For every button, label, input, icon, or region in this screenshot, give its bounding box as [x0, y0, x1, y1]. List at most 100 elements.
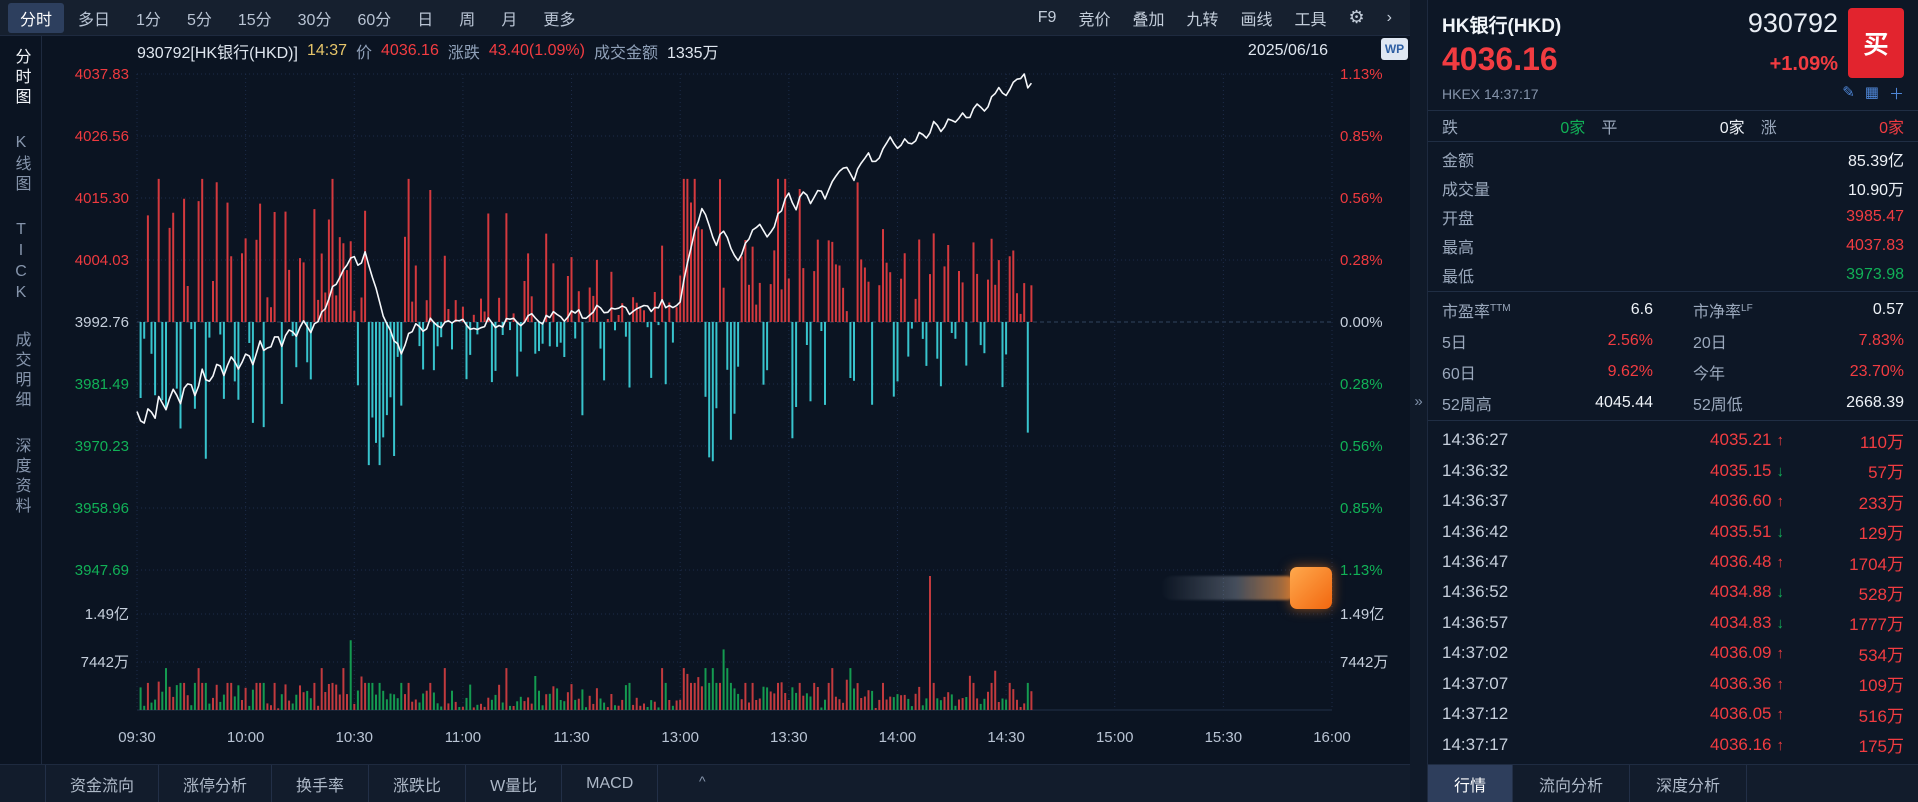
- breadth-flat-value: 0家: [1719, 120, 1745, 137]
- tick-price: 4036.09 ↑: [1710, 643, 1784, 663]
- rail-item-TICK[interactable]: TICK: [12, 221, 30, 305]
- tick-row[interactable]: 14:36:47 4036.48 ↑ 1704万: [1442, 547, 1904, 577]
- tick-row[interactable]: 14:36:27 4035.21 ↑ 110万: [1442, 425, 1904, 455]
- tick-row[interactable]: 14:36:52 4034.88 ↓ 528万: [1442, 577, 1904, 607]
- wp-badge[interactable]: WP: [1381, 38, 1408, 60]
- tick-price: 4036.60 ↑: [1710, 491, 1784, 511]
- stat-row: 最高 4037.83: [1428, 231, 1918, 260]
- tick-row[interactable]: 14:37:12 4036.05 ↑ 516万: [1442, 699, 1904, 729]
- tick-time: 14:36:47: [1442, 552, 1509, 572]
- tick-row[interactable]: 14:36:32 4035.15 ↓ 57万: [1442, 455, 1904, 485]
- ratio-value: 4045.44: [1595, 393, 1653, 411]
- stats-list: 金额 85.39亿 成交量 10.90万 开盘 3985.47 最高 4037.83 最低 397…: [1428, 142, 1918, 292]
- tick-price: 4035.51 ↓: [1710, 521, 1784, 541]
- svg-text:3947.69: 3947.69: [75, 562, 129, 579]
- bottom-tab-涨跌比[interactable]: 涨跌比: [369, 765, 467, 802]
- bottom-tab-涨停分析[interactable]: 涨停分析: [159, 765, 273, 802]
- stock-name: HK银行(HKD): [1442, 16, 1562, 37]
- ratio-label: 52周低: [1693, 396, 1743, 414]
- stat-label: 成交量: [1442, 181, 1491, 199]
- tick-row[interactable]: 14:37:07 4036.36 ↑ 109万: [1442, 669, 1904, 699]
- rp-tab-深度分析[interactable]: 深度分析: [1630, 765, 1748, 802]
- tick-row[interactable]: 14:36:42 4035.51 ↓ 129万: [1442, 516, 1904, 546]
- tick-price: 4034.88 ↓: [1710, 582, 1784, 602]
- period-tab-日[interactable]: 日: [417, 11, 434, 29]
- period-tab-15分[interactable]: 15分: [237, 11, 272, 29]
- tick-price: 4036.16 ↑: [1710, 734, 1785, 754]
- tool-画线[interactable]: 画线: [1240, 11, 1273, 29]
- tool-工具[interactable]: 工具: [1294, 11, 1327, 29]
- tick-row[interactable]: 14:36:57 4034.83 ↓ 1777万: [1442, 608, 1904, 638]
- rail-item-深度资料[interactable]: 深度资料: [12, 437, 30, 517]
- breadth-down-value: 0家: [1560, 120, 1586, 137]
- svg-text:14:30: 14:30: [987, 729, 1025, 746]
- chart-date: 2025/06/16: [1247, 42, 1328, 59]
- buy-button[interactable]: 买: [1848, 8, 1904, 78]
- period-tab-30分[interactable]: 30分: [297, 11, 332, 29]
- ratio-row: 市盈率TTM 6.6 市净率LF 0.57: [1428, 294, 1918, 325]
- ratio-value: 0.57: [1872, 300, 1904, 318]
- edit-icon[interactable]: ✎: [1842, 84, 1855, 101]
- tick-time: 14:37:02: [1442, 643, 1509, 663]
- chart-change: 43.40(1.09%): [488, 42, 585, 59]
- period-tab-更多[interactable]: 更多: [543, 11, 576, 29]
- tick-time: 14:36:52: [1442, 582, 1509, 602]
- stat-row: 成交量 10.90万: [1428, 173, 1918, 202]
- svg-text:4037.83: 4037.83: [75, 66, 129, 83]
- up-arrow-icon: ↑: [1776, 736, 1785, 754]
- svg-text:0.00%: 0.00%: [1340, 314, 1383, 331]
- intraday-chart[interactable]: 4037.83 4026.56 4015.30 4004.03 3992.76 3981.…: [42, 66, 1410, 764]
- svg-text:11:30: 11:30: [553, 729, 589, 746]
- bottom-tab-MACD[interactable]: MACD: [562, 765, 659, 802]
- svg-text:15:00: 15:00: [1096, 729, 1134, 746]
- bottom-tab-换手率[interactable]: 换手率: [272, 765, 370, 802]
- image-icon[interactable]: ▦: [1864, 84, 1879, 101]
- period-tab-多日[interactable]: 多日: [78, 11, 111, 29]
- tool-竞价[interactable]: 竞价: [1078, 11, 1111, 29]
- bottom-tab-W量比[interactable]: W量比: [466, 765, 563, 802]
- tick-row[interactable]: 14:37:17 4036.16 ↑ 175万: [1442, 730, 1904, 760]
- period-tab-月[interactable]: 月: [501, 11, 518, 29]
- price-label: 价: [356, 45, 373, 62]
- svg-text:3970.23: 3970.23: [75, 438, 129, 455]
- ratio-value: 2668.39: [1846, 393, 1904, 411]
- bottom-tab-资金流向[interactable]: 资金流向: [45, 765, 160, 802]
- toolbar-expand-icon[interactable]: ›: [1386, 8, 1392, 26]
- ratio-label: 今年: [1693, 365, 1726, 383]
- collapse-handle-icon[interactable]: ^: [699, 773, 706, 789]
- ratio-label: 52周高: [1442, 396, 1492, 414]
- tool-叠加[interactable]: 叠加: [1132, 11, 1165, 29]
- add-icon[interactable]: ＋: [1888, 86, 1904, 103]
- period-tab-周[interactable]: 周: [459, 11, 476, 29]
- period-tab-5分[interactable]: 5分: [186, 11, 212, 29]
- tick-price: 4035.21 ↑: [1710, 430, 1784, 450]
- ratio-value: 2.56%: [1607, 331, 1653, 349]
- rp-tab-流向分析[interactable]: 流向分析: [1513, 765, 1631, 802]
- bottom-tab-bar: 资金流向 涨停分析 换手率 涨跌比 W量比 MACD ^: [0, 764, 1410, 802]
- chart-time: 14:37: [306, 42, 347, 59]
- rp-tab-行情[interactable]: 行情: [1428, 765, 1514, 802]
- svg-text:0.56%: 0.56%: [1340, 190, 1383, 207]
- period-tab-1分[interactable]: 1分: [136, 11, 161, 29]
- up-arrow-icon: ↑: [1776, 706, 1785, 724]
- tool-F9[interactable]: F9: [1037, 8, 1057, 26]
- stat-row: 最低 3973.98: [1428, 260, 1918, 289]
- tick-price: 4034.83 ↓: [1710, 612, 1784, 632]
- tick-list[interactable]: 14:36:27 4035.21 ↑ 110万 14:36:32 4035.15 ↓ 57万 1…: [1428, 421, 1918, 764]
- tick-row[interactable]: 14:36:37 4036.60 ↑ 233万: [1442, 486, 1904, 516]
- ratio-label: 60日: [1442, 365, 1476, 383]
- period-tab-60分[interactable]: 60分: [357, 11, 392, 29]
- panel-collapse-strip[interactable]: »: [1410, 0, 1428, 802]
- svg-text:7442万: 7442万: [1340, 654, 1388, 671]
- breadth-down-label: 跌: [1442, 120, 1459, 137]
- period-tab-分时[interactable]: 分时: [8, 2, 65, 33]
- collapse-arrow-icon: »: [1414, 392, 1423, 410]
- rail-item-K线图[interactable]: K线图: [12, 134, 30, 195]
- rail-item-成交明细[interactable]: 成交明细: [12, 331, 30, 411]
- rail-item-分时图[interactable]: 分时图: [12, 48, 30, 108]
- chart-price: 4036.16: [381, 42, 439, 59]
- tool-九转[interactable]: 九转: [1186, 11, 1219, 29]
- tick-row[interactable]: 14:37:02 4036.09 ↑ 534万: [1442, 638, 1904, 668]
- gear-icon[interactable]: ⚙: [1348, 7, 1365, 27]
